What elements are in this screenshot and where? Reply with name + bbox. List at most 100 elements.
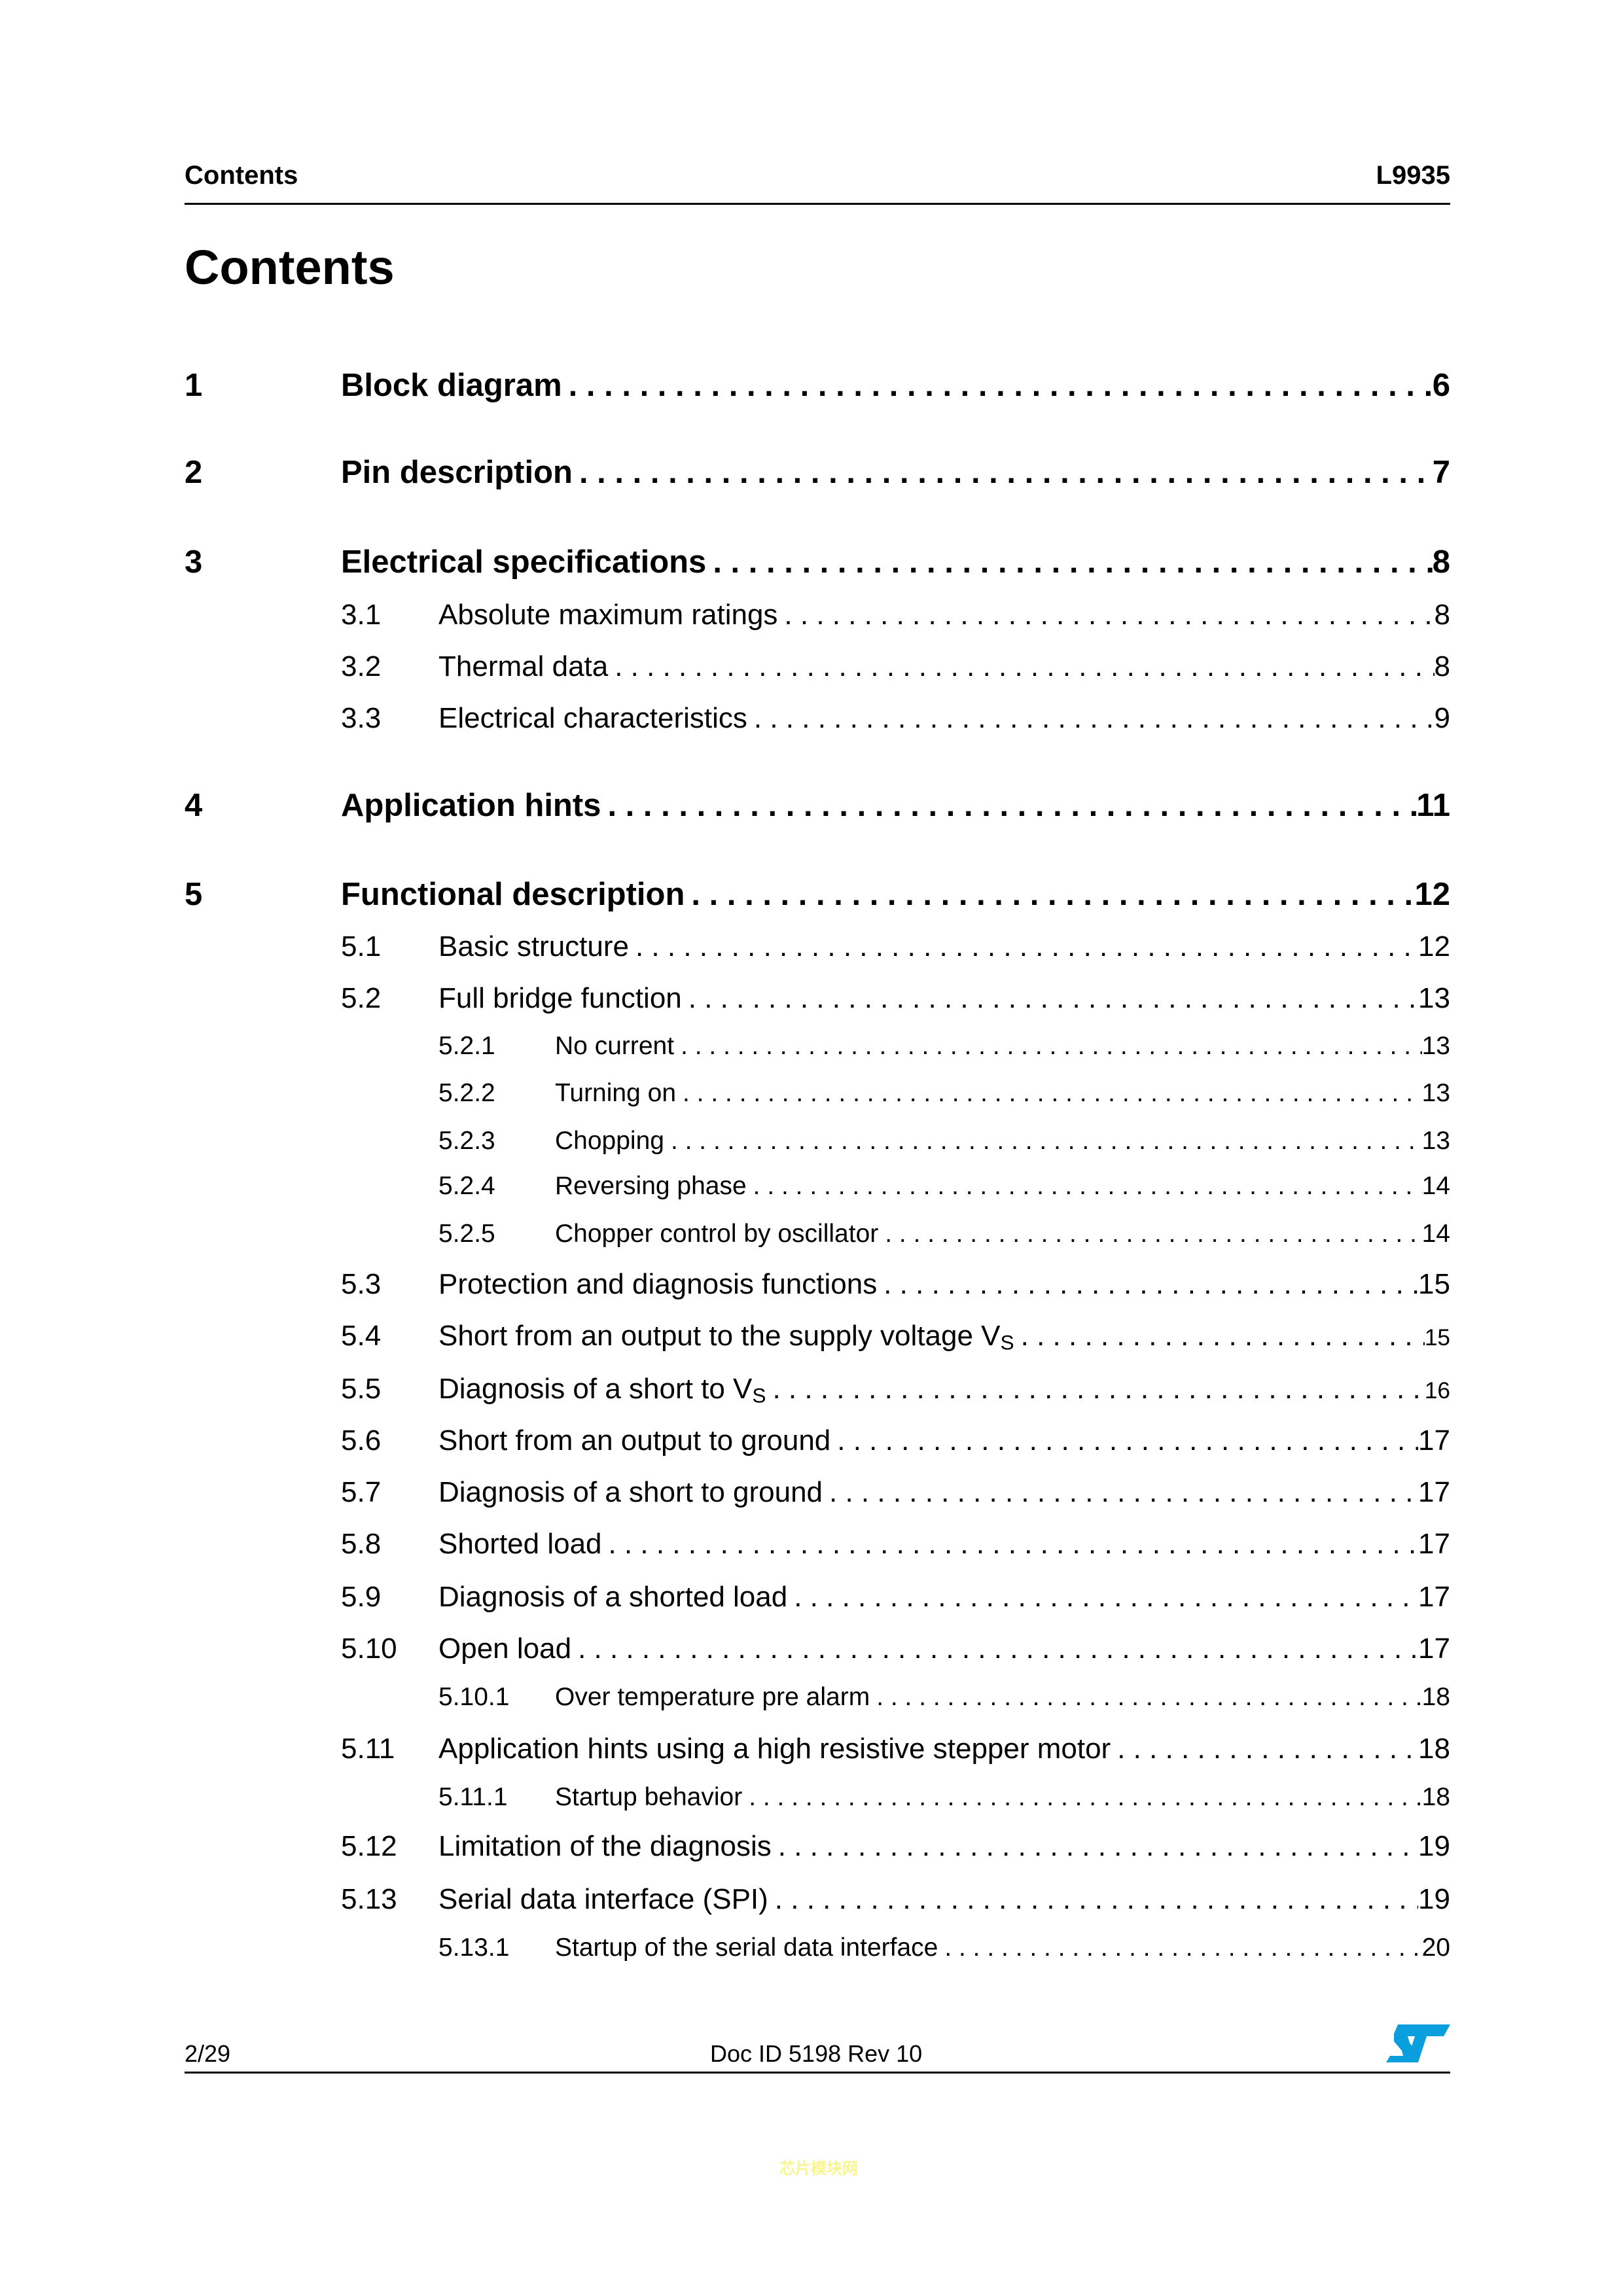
toc-page-number[interactable]: 13	[1421, 1032, 1450, 1060]
toc-title[interactable]: Reversing phase	[555, 1171, 747, 1201]
toc-title[interactable]: Electrical specifications	[341, 543, 706, 581]
toc-number: 5.13	[341, 1883, 397, 1915]
toc-entry[interactable]: 5.2.4 Reversing phase . . . . . . . . . .…	[185, 1171, 1450, 1210]
dot-leader: . . . . . . . . . . . . . . . . . . . . …	[607, 788, 1416, 823]
toc-page-number[interactable]: 16	[1424, 1378, 1450, 1404]
toc-page-number[interactable]: 17	[1418, 1581, 1450, 1613]
dot-leader: . . . . . . . . . . . . . . . . . . . . …	[774, 1883, 1418, 1915]
dot-leader: . . . . . . . . . . . . . . . . . . . . …	[681, 1032, 1422, 1060]
toc-page-number[interactable]: 8	[1434, 650, 1450, 682]
toc-page-number[interactable]: 13	[1421, 1079, 1450, 1107]
toc-number: 5.13.1	[438, 1934, 510, 1962]
toc-entry[interactable]: 5.3 Protection and diagnosis functions . …	[185, 1267, 1450, 1307]
toc-entry[interactable]: 3 Electrical specifications . . . . . . .…	[185, 543, 1450, 582]
toc-entry[interactable]: 5.11.1 Startup behavior . . . . . . . . .…	[185, 1782, 1450, 1822]
toc-entry[interactable]: 1 Block diagram . . . . . . . . . . . . .…	[185, 366, 1450, 406]
toc-entry[interactable]: 5.11 Application hints using a high resis…	[185, 1732, 1450, 1771]
toc-entry[interactable]: 5.2.2 Turning on . . . . . . . . . . . . …	[185, 1078, 1450, 1118]
toc-page-number[interactable]: 15	[1424, 1325, 1450, 1351]
toc-title[interactable]: No current	[555, 1031, 674, 1061]
toc-title[interactable]: Absolute maximum ratings	[438, 598, 777, 632]
toc-number: 5.10.1	[438, 1683, 510, 1711]
toc-page-number[interactable]: 8	[1434, 599, 1450, 631]
toc-title[interactable]: Open load	[438, 1632, 571, 1666]
toc-title[interactable]: Turning on	[555, 1078, 676, 1108]
toc-entry[interactable]: 5.4 Short from an output to the supply vo…	[185, 1319, 1450, 1358]
toc-title-text: Functional description	[341, 877, 685, 912]
toc-page-number[interactable]: 13	[1421, 1127, 1450, 1155]
toc-title[interactable]: Basic structure	[438, 930, 629, 964]
toc-page-number[interactable]: 12	[1414, 877, 1450, 912]
toc-number: 5.8	[341, 1528, 382, 1560]
toc-page-number[interactable]: 12	[1418, 930, 1450, 963]
toc-entry[interactable]: 5.10 Open load . . . . . . . . . . . . . …	[185, 1632, 1450, 1671]
toc-entry[interactable]: 3.1 Absolute maximum ratings . . . . . . …	[185, 598, 1450, 637]
toc-entry[interactable]: 5.9 Diagnosis of a shorted load . . . . .…	[185, 1580, 1450, 1619]
dot-leader: . . . . . . . . . . . . . . . . . . . . …	[837, 1424, 1418, 1457]
toc-entry[interactable]: 5.13.1 Startup of the serial data interfa…	[185, 1933, 1450, 1972]
toc-entry[interactable]: 5.10.1 Over temperature pre alarm . . . .…	[185, 1682, 1450, 1722]
toc-title[interactable]: Serial data interface (SPI)	[438, 1882, 768, 1916]
toc-page-number[interactable]: 7	[1432, 455, 1450, 490]
toc-title[interactable]: Over temperature pre alarm	[555, 1682, 870, 1712]
dot-leader: . . . . . . . . . . . . . . . . . . . . …	[772, 1373, 1424, 1405]
toc-page-number[interactable]: 11	[1416, 788, 1450, 823]
toc-entry[interactable]: 5.8 Shorted load . . . . . . . . . . . . …	[185, 1527, 1450, 1566]
toc-entry[interactable]: 5.5 Diagnosis of a short to VS . . . . . …	[185, 1372, 1450, 1411]
toc-entry[interactable]: 5.13 Serial data interface (SPI) . . . . …	[185, 1882, 1450, 1922]
toc-entry[interactable]: 5 Functional description . . . . . . . . …	[185, 875, 1450, 915]
toc-title[interactable]: Chopping	[555, 1126, 664, 1156]
toc-entry[interactable]: 5.12 Limitation of the diagnosis . . . . …	[185, 1829, 1450, 1869]
toc-page-number[interactable]: 6	[1432, 368, 1450, 403]
toc-page-number[interactable]: 17	[1418, 1633, 1450, 1665]
toc-title[interactable]: Pin description	[341, 453, 573, 491]
dot-leader: . . . . . . . . . . . . . . . . . . . . …	[784, 599, 1434, 631]
toc-page-number[interactable]: 13	[1418, 982, 1450, 1014]
toc-entry[interactable]: 3.2 Thermal data . . . . . . . . . . . . …	[185, 650, 1450, 689]
toc-title[interactable]: Limitation of the diagnosis	[438, 1829, 772, 1863]
toc-page-number[interactable]: 14	[1421, 1172, 1450, 1200]
toc-title[interactable]: Application hints using a high resistive…	[438, 1732, 1111, 1766]
toc-page-number[interactable]: 19	[1418, 1883, 1450, 1915]
toc-entry[interactable]: 5.1 Basic structure . . . . . . . . . . .…	[185, 930, 1450, 969]
toc-page-number[interactable]: 15	[1418, 1268, 1450, 1300]
toc-entry[interactable]: 5.2.5 Chopper control by oscillator . . .…	[185, 1219, 1450, 1258]
toc-title[interactable]: Short from an output to the supply volta…	[438, 1319, 1014, 1353]
toc-title[interactable]: Short from an output to ground	[438, 1424, 830, 1458]
toc-page-number[interactable]: 8	[1432, 544, 1450, 580]
toc-page-number[interactable]: 17	[1418, 1528, 1450, 1560]
toc-title[interactable]: Functional description	[341, 875, 685, 913]
toc-title-text: Absolute maximum ratings	[438, 599, 778, 631]
toc-title[interactable]: Application hints	[341, 786, 601, 824]
toc-title[interactable]: Protection and diagnosis functions	[438, 1267, 877, 1301]
toc-page-number[interactable]: 17	[1418, 1424, 1450, 1457]
toc-page-number[interactable]: 19	[1418, 1830, 1450, 1862]
toc-page-number[interactable]: 9	[1434, 702, 1450, 734]
toc-page-number[interactable]: 18	[1421, 1683, 1450, 1711]
toc-title[interactable]: Electrical characteristics	[438, 701, 747, 735]
toc-entry[interactable]: 2 Pin description . . . . . . . . . . . .…	[185, 453, 1450, 493]
toc-title[interactable]: Diagnosis of a shorted load	[438, 1580, 787, 1614]
toc-entry[interactable]: 5.2 Full bridge function . . . . . . . . …	[185, 981, 1450, 1021]
toc-entry[interactable]: 3.3 Electrical characteristics . . . . . …	[185, 701, 1450, 741]
toc-title[interactable]: Startup behavior	[555, 1782, 742, 1812]
toc-entry[interactable]: 4 Application hints . . . . . . . . . . .…	[185, 786, 1450, 826]
toc-page-number[interactable]: 18	[1421, 1783, 1450, 1811]
toc-title[interactable]: Startup of the serial data interface	[555, 1933, 938, 1963]
toc-page-number[interactable]: 18	[1418, 1733, 1450, 1765]
toc-title[interactable]: Block diagram	[341, 366, 562, 404]
toc-page-number[interactable]: 17	[1418, 1476, 1450, 1508]
toc-title[interactable]: Thermal data	[438, 650, 608, 684]
toc-number: 5.11.1	[438, 1783, 508, 1811]
toc-title[interactable]: Diagnosis of a short to VS	[438, 1372, 766, 1406]
toc-title[interactable]: Full bridge function	[438, 981, 682, 1016]
toc-entry[interactable]: 5.2.3 Chopping . . . . . . . . . . . . . …	[185, 1126, 1450, 1165]
toc-entry[interactable]: 5.6 Short from an output to ground . . . …	[185, 1424, 1450, 1463]
toc-entry[interactable]: 5.2.1 No current . . . . . . . . . . . . …	[185, 1031, 1450, 1070]
toc-title[interactable]: Chopper control by oscillator	[555, 1219, 878, 1249]
toc-title[interactable]: Diagnosis of a short to ground	[438, 1475, 823, 1510]
toc-page-number[interactable]: 14	[1421, 1220, 1450, 1248]
toc-entry[interactable]: 5.7 Diagnosis of a short to ground . . . …	[185, 1475, 1450, 1515]
toc-page-number[interactable]: 20	[1421, 1934, 1450, 1962]
toc-title[interactable]: Shorted load	[438, 1527, 602, 1561]
